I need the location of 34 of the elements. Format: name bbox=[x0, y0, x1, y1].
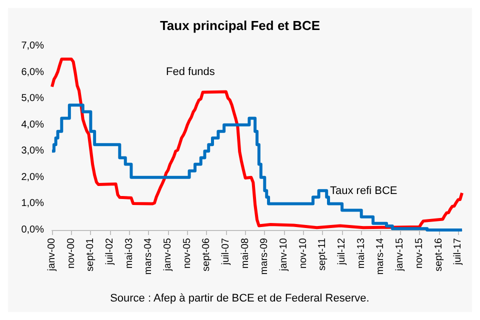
y-tick-label: 4,0% bbox=[21, 119, 44, 130]
y-tick-label: 7,0% bbox=[21, 40, 44, 52]
x-tick-label: sept-11 bbox=[317, 238, 328, 271]
y-tick-label: 5,0% bbox=[21, 93, 44, 104]
y-tick-label: 2,0% bbox=[21, 172, 44, 183]
x-tick-label: nov-05 bbox=[182, 238, 193, 269]
x-tick-label: sept-01 bbox=[85, 238, 96, 272]
y-tick-label: 6,0% bbox=[21, 66, 44, 78]
x-tick-label: nov-10 bbox=[298, 238, 309, 269]
x-tick-label: juil-12 bbox=[336, 238, 348, 266]
y-tick-label: 0,0% bbox=[21, 224, 44, 236]
x-tick-label: mai-08 bbox=[240, 238, 251, 269]
x-tick-label: juil-07 bbox=[220, 238, 232, 266]
x-tick-label: mai-03 bbox=[124, 238, 135, 269]
x-tick-label: nov-15 bbox=[414, 238, 425, 269]
x-tick-label: janv-15 bbox=[394, 238, 406, 272]
x-tick-label: janv-05 bbox=[162, 238, 174, 272]
x-tick-label: janv-00 bbox=[46, 238, 58, 272]
x-tick-label: mars-04 bbox=[143, 238, 154, 275]
x-tick-label: sept-06 bbox=[201, 238, 212, 272]
x-tick-label: mars-14 bbox=[375, 238, 386, 275]
x-tick-label: mars-09 bbox=[259, 238, 270, 275]
x-tick-label: janv-10 bbox=[278, 238, 290, 272]
source-note: Source : Afep à partir de BCE et de Federal Reserve. bbox=[110, 292, 370, 304]
x-tick-label: sept-16 bbox=[433, 238, 444, 272]
x-tick-label: juil-17 bbox=[452, 238, 464, 266]
x-tick-label: nov-00 bbox=[66, 238, 77, 269]
y-tick-label: 3,0% bbox=[21, 146, 44, 157]
y-tick-label: 1,0% bbox=[21, 198, 44, 210]
series-label: Taux refi BCE bbox=[330, 185, 398, 197]
chart-title: Taux principal Fed et BCE bbox=[160, 18, 320, 33]
x-tick-label: juil-02 bbox=[104, 238, 116, 266]
x-tick-label: mai-13 bbox=[356, 238, 367, 269]
series-label: Fed funds bbox=[166, 66, 216, 78]
